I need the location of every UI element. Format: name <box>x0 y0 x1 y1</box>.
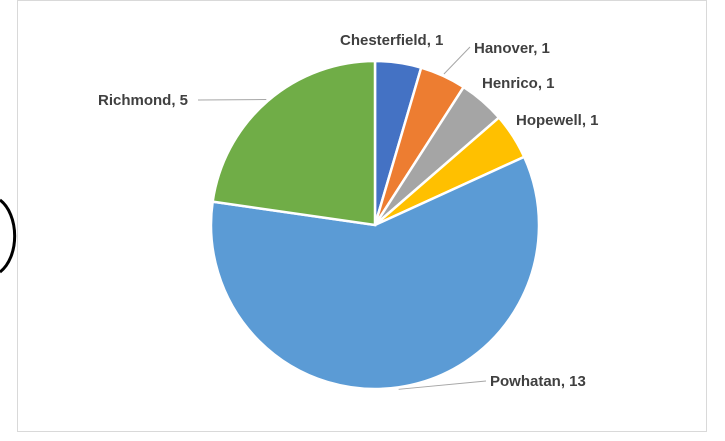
pie-slices <box>209 59 541 391</box>
data-label-richmond: Richmond, 5 <box>98 92 188 109</box>
pie-chart: Chesterfield, 1 Hanover, 1 Henrico, 1 Ho… <box>98 32 599 391</box>
pie-slice-richmond <box>211 59 377 227</box>
leader-line-powhatan <box>398 380 487 390</box>
data-label-powhatan: Powhatan, 13 <box>490 373 586 390</box>
leader-line-hanover <box>443 46 471 75</box>
data-label-chesterfield: Chesterfield, 1 <box>340 32 443 49</box>
data-label-henrico: Henrico, 1 <box>482 75 555 92</box>
chart-area: Chesterfield, 1 Hanover, 1 Henrico, 1 Ho… <box>17 0 707 432</box>
data-label-hanover: Hanover, 1 <box>474 40 550 57</box>
data-labels: Chesterfield, 1 Hanover, 1 Henrico, 1 Ho… <box>98 32 599 390</box>
pie-slice-powhatan <box>209 155 541 391</box>
leader-lines <box>197 46 487 390</box>
data-label-hopewell: Hopewell, 1 <box>516 112 599 129</box>
